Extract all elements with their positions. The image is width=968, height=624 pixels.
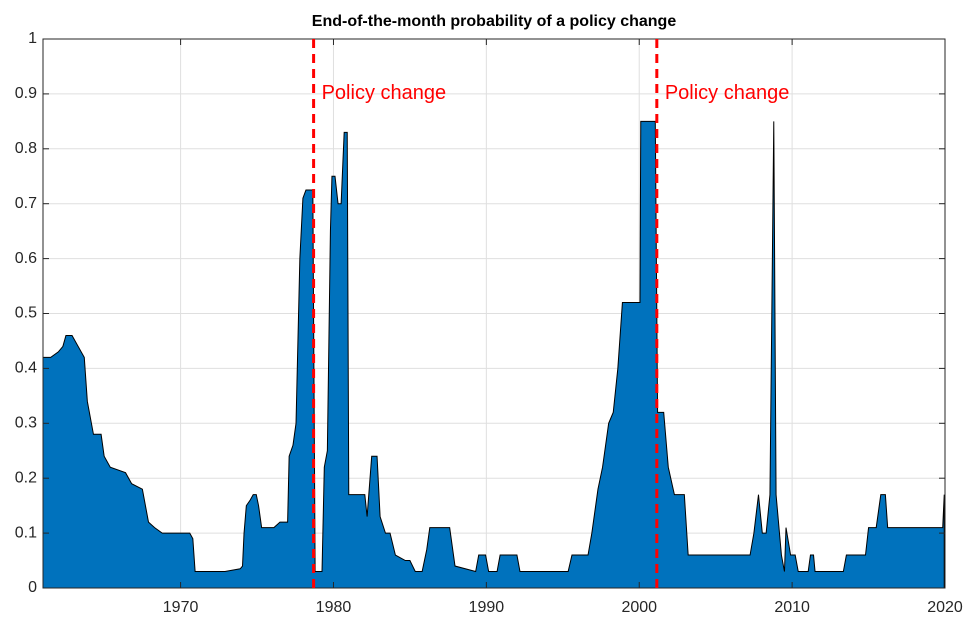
y-tick-label: 0.3 — [15, 415, 37, 432]
area — [42, 120, 945, 589]
x-tick-label: 2020 — [927, 599, 963, 616]
y-tick-label: 0.1 — [15, 524, 37, 541]
y-tick-label: 0.7 — [15, 195, 37, 212]
annotation: Policy change — [322, 82, 447, 104]
axes-box — [42, 38, 946, 589]
y-tick-label: 0.8 — [15, 140, 37, 157]
chart-title: End-of-the-month probability of a policy… — [312, 13, 677, 30]
y-tick-label: 0.9 — [15, 85, 37, 102]
y-tick-label: 0.5 — [15, 305, 37, 322]
x-tick-label: 1990 — [469, 599, 505, 616]
y-tick-label: 0.2 — [15, 469, 37, 486]
y-tick-label: 0 — [28, 579, 37, 596]
annotation: Policy change — [665, 82, 790, 104]
x-tick-label: 1970 — [163, 599, 199, 616]
x-tick-label: 1980 — [316, 599, 352, 616]
x-tick-label: 2010 — [774, 599, 810, 616]
y-tick-label: 0.4 — [15, 360, 37, 377]
y-tick-label: 0.6 — [15, 250, 37, 267]
x-tick-label: 2000 — [621, 599, 657, 616]
y-tick-label: 1 — [28, 30, 37, 47]
